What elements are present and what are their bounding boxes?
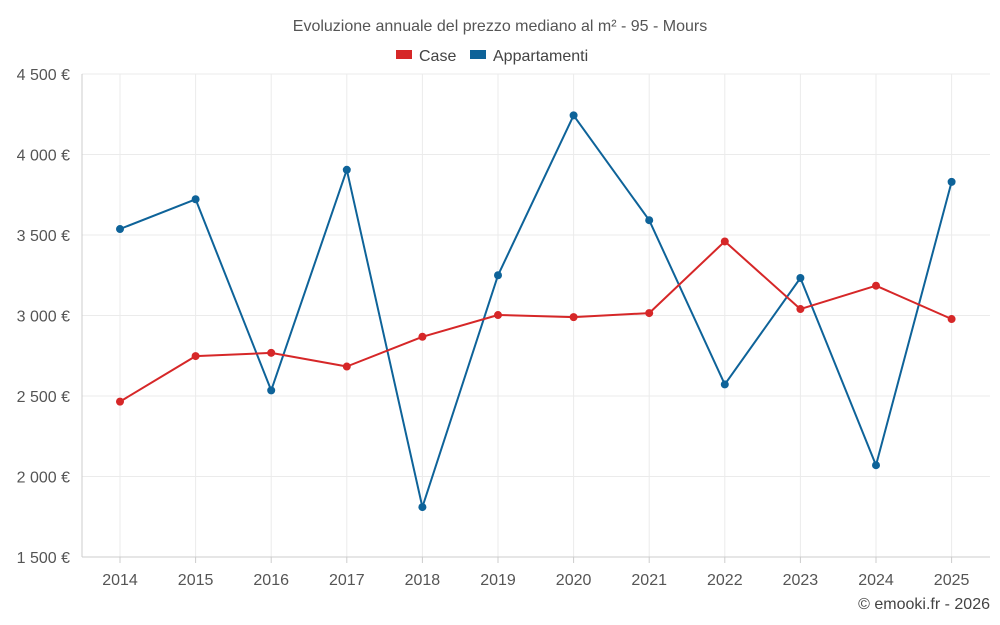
data-point-case[interactable] xyxy=(796,305,805,314)
x-tick-label: 2025 xyxy=(934,572,970,589)
x-tick-label: 2022 xyxy=(707,572,743,589)
data-point-case[interactable] xyxy=(191,352,200,361)
x-tick-label: 2023 xyxy=(783,572,819,589)
x-tick-label: 2015 xyxy=(178,572,214,589)
chart-title: Evoluzione annuale del prezzo mediano al… xyxy=(293,18,707,35)
x-tick-label: 2021 xyxy=(631,572,667,589)
y-tick-label: 3 000 € xyxy=(17,309,70,326)
data-point-appartamenti[interactable] xyxy=(342,165,351,174)
data-point-case[interactable] xyxy=(342,362,351,371)
data-point-appartamenti[interactable] xyxy=(796,273,805,282)
data-point-appartamenti[interactable] xyxy=(872,461,880,470)
series-line-appartamenti xyxy=(119,114,953,509)
data-point-appartamenti[interactable] xyxy=(645,216,654,225)
data-point-appartamenti[interactable] xyxy=(191,195,200,204)
legend-swatch-appartamenti xyxy=(470,50,486,59)
data-point-case[interactable] xyxy=(494,311,502,320)
axes: 1 500 € 2 000 € 2 500 € 3 000 € 3 500 € 4 000… xyxy=(17,67,990,589)
series-case xyxy=(116,237,956,406)
data-point-appartamenti[interactable] xyxy=(947,177,956,186)
series-line-case xyxy=(119,240,953,403)
y-tick-label: 2 500 € xyxy=(17,389,70,406)
data-point-case[interactable] xyxy=(116,397,124,406)
series-appartamenti xyxy=(116,111,956,512)
x-tick-label: 2017 xyxy=(329,572,365,589)
data-point-case[interactable] xyxy=(720,237,729,246)
data-point-case[interactable] xyxy=(418,332,427,341)
data-point-case[interactable] xyxy=(267,348,276,357)
x-tick-label: 2024 xyxy=(858,572,894,589)
data-point-appartamenti[interactable] xyxy=(267,386,276,395)
x-tick-label: 2018 xyxy=(405,572,441,589)
legend: Case Appartamenti xyxy=(396,48,588,65)
x-tick-label: 2016 xyxy=(253,572,289,589)
data-point-appartamenti[interactable] xyxy=(418,503,427,512)
data-point-appartamenti[interactable] xyxy=(720,380,729,389)
x-tick-label: 2014 xyxy=(102,572,138,589)
y-tick-label: 3 500 € xyxy=(17,228,70,245)
legend-label-case[interactable]: Case xyxy=(419,48,456,65)
legend-label-appartamenti[interactable]: Appartamenti xyxy=(493,48,588,65)
x-tick-label: 2019 xyxy=(480,572,516,589)
data-point-appartamenti[interactable] xyxy=(494,271,502,280)
data-point-case[interactable] xyxy=(872,281,880,290)
data-point-case[interactable] xyxy=(569,313,578,322)
x-tick-label: 2020 xyxy=(556,572,592,589)
data-point-case[interactable] xyxy=(947,315,956,324)
y-tick-label: 4 000 € xyxy=(17,148,70,165)
legend-swatch-case xyxy=(396,50,412,59)
y-tick-label: 1 500 € xyxy=(17,550,70,567)
y-tick-label: 4 500 € xyxy=(17,67,70,84)
copyright-footer: © emooki.fr - 2026 xyxy=(858,596,990,613)
data-point-case[interactable] xyxy=(645,309,654,318)
y-tick-label: 2 000 € xyxy=(17,470,70,487)
data-point-appartamenti[interactable] xyxy=(569,111,578,120)
data-point-appartamenti[interactable] xyxy=(116,225,124,234)
series xyxy=(116,111,956,512)
